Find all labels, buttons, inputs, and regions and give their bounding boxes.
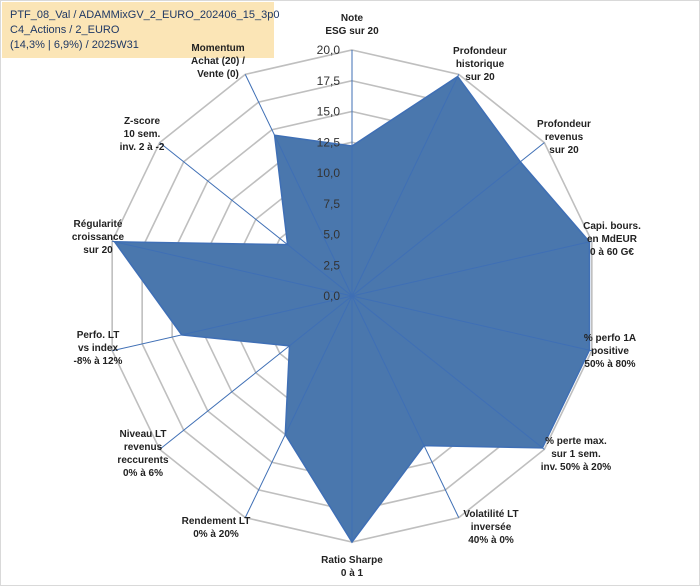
- axis-label: Note ESG sur 20: [325, 13, 379, 37]
- spoke-line: [351, 240, 592, 297]
- spoke-line: [351, 295, 460, 518]
- tick-label: 15,0: [317, 105, 341, 119]
- axis-label: Ratio Sharpe 0 à 1: [321, 555, 383, 579]
- info-line-stats: (14,3% | 6,9%) / 2025W31: [10, 39, 139, 51]
- spoke-line: [159, 142, 353, 297]
- spoke-line: [351, 74, 460, 297]
- tick-label: 2,5: [323, 258, 340, 272]
- axis-label: Régularité croissance sur 20: [72, 219, 125, 256]
- axis-label: Profondeur historique sur 20: [453, 46, 507, 83]
- axis-label: Capi. bours. en MdEUR 0 à 60 G€: [583, 221, 641, 258]
- axis-label: % perfo 1A positive 50% à 80%: [584, 333, 636, 370]
- axis-label: Momentum Achat (20) / Vente (0): [191, 43, 245, 80]
- axis-label: Profondeur revenus sur 20: [537, 119, 591, 156]
- axis-label: Perfo. LT vs index -8% à 12%: [74, 330, 123, 367]
- spoke-line: [351, 295, 545, 450]
- axis-label: Niveau LT revenus reccurents 0% à 6%: [117, 429, 169, 479]
- tick-label: 12,5: [317, 135, 341, 149]
- axis-label: % perte max. sur 1 sem. inv. 50% à 20%: [541, 436, 612, 473]
- spoke-line: [159, 295, 353, 450]
- tick-label: 10,0: [317, 166, 341, 180]
- spoke-line: [244, 295, 353, 518]
- spoke-line: [351, 295, 592, 352]
- tick-label: 0,0: [323, 289, 340, 303]
- chart-info-box: PTF_08_Val / ADAMMixGV_2_EURO_202406_15_…: [2, 2, 280, 58]
- spoke-line: [112, 240, 353, 297]
- tick-label: 5,0: [323, 228, 340, 242]
- tick-label: 7,5: [323, 197, 340, 211]
- axis-label: Rendement LT 0% à 20%: [182, 516, 251, 540]
- info-line-portfolio: PTF_08_Val / ADAMMixGV_2_EURO_202406_15_…: [10, 9, 280, 21]
- tick-label: 20,0: [317, 43, 341, 57]
- info-line-category: C4_Actions / 2_EURO: [10, 24, 120, 36]
- axis-label: Z-score 10 sem. inv. 2 à -2: [120, 116, 165, 153]
- spoke-line: [112, 295, 353, 352]
- spoke-line: [244, 74, 353, 297]
- spoke-line: [351, 142, 545, 297]
- tick-label: 17,5: [317, 74, 341, 88]
- axis-label: Volatilité LT inversée 40% à 0%: [463, 509, 518, 546]
